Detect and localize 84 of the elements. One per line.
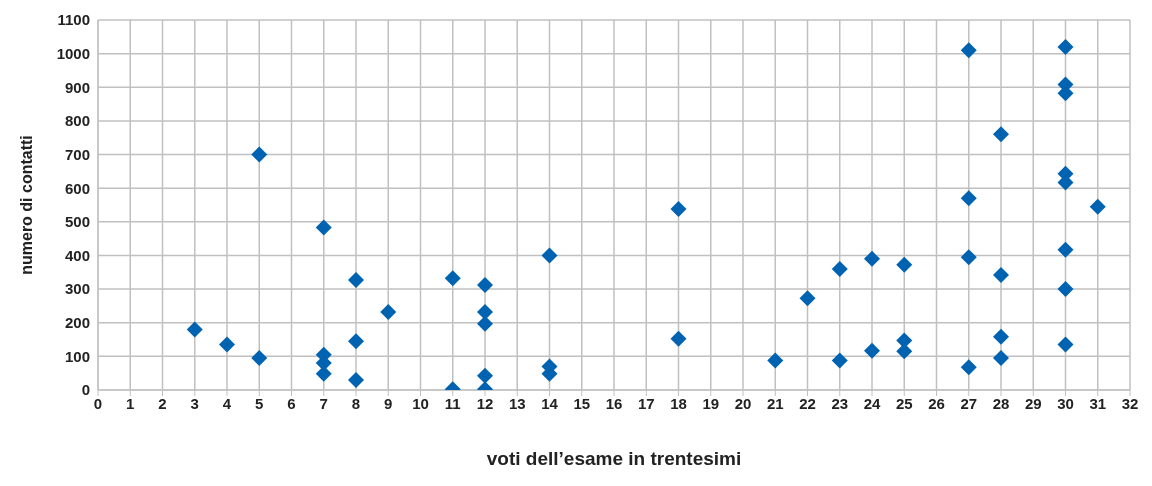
point	[960, 190, 977, 207]
x-tick-label: 29	[1024, 394, 1042, 412]
x-tick-label: 10	[412, 394, 429, 412]
point	[1057, 336, 1074, 353]
point	[993, 350, 1009, 367]
y-tick-label: 900	[64, 78, 90, 96]
x-tick-label: 1	[126, 394, 135, 412]
x-tick-label: 26	[928, 394, 945, 412]
x-tick-label: 23	[831, 394, 849, 412]
x-tick-label: 16	[605, 394, 623, 412]
point	[1057, 241, 1074, 258]
point	[896, 343, 913, 360]
x-tick-label: 15	[573, 394, 591, 412]
y-tick-label: 800	[64, 112, 90, 130]
point	[799, 290, 816, 307]
point	[251, 350, 268, 367]
point	[960, 359, 977, 376]
x-tick-label: 5	[255, 394, 264, 412]
x-tick-label: 9	[384, 394, 393, 412]
y-tick-label: 300	[64, 280, 90, 298]
point	[348, 333, 364, 350]
point	[477, 303, 493, 320]
point	[831, 260, 848, 277]
point	[993, 266, 1009, 283]
point	[896, 256, 913, 273]
point	[960, 42, 977, 59]
x-tick-label: 2	[158, 394, 167, 412]
point	[348, 272, 364, 289]
point	[348, 371, 364, 388]
point	[670, 330, 687, 347]
point	[831, 352, 848, 369]
x-tick-label: 14	[541, 394, 559, 412]
y-axis-title: numero di contatti	[17, 135, 35, 275]
x-tick-label: 0	[93, 394, 103, 412]
point	[767, 352, 784, 369]
y-tick-label: 400	[64, 246, 90, 264]
x-tick-label: 11	[444, 394, 461, 412]
point	[993, 328, 1009, 345]
point	[251, 146, 268, 163]
x-tick-label: 4	[222, 394, 232, 412]
point	[670, 201, 687, 218]
y-tick-label: 1000	[56, 44, 90, 62]
point	[1057, 38, 1074, 55]
point	[864, 250, 880, 267]
x-tick-label: 24	[863, 394, 881, 412]
y-tick-label: 1100	[57, 11, 90, 29]
x-tick-label: 28	[992, 394, 1010, 412]
point	[1089, 198, 1106, 215]
point	[541, 247, 558, 264]
y-tick-label: 700	[64, 145, 90, 163]
x-axis-title: voti dell’esame in trentesimi	[486, 448, 742, 470]
point	[444, 270, 461, 287]
x-tick-label: 25	[895, 394, 913, 412]
point	[186, 321, 203, 338]
y-tick-label: 0	[81, 381, 90, 399]
point	[380, 303, 397, 320]
x-tick-label: 32	[1121, 394, 1139, 412]
x-tick-label: 8	[351, 394, 361, 412]
x-tick-label: 31	[1089, 394, 1107, 412]
x-tick-label: 6	[287, 394, 296, 412]
point	[864, 342, 880, 359]
point	[993, 126, 1009, 143]
x-tick-label: 17	[637, 394, 655, 412]
x-tick-label: 22	[799, 394, 816, 412]
point	[960, 249, 977, 266]
point	[315, 219, 332, 236]
y-tick-label: 500	[64, 213, 90, 231]
x-tick-label: 18	[670, 394, 687, 412]
x-tick-label: 27	[960, 394, 978, 412]
y-tick-label: 100	[64, 347, 90, 365]
y-tick-label: 600	[64, 179, 90, 197]
x-tick-label: 13	[508, 394, 526, 412]
point	[1057, 281, 1074, 298]
x-tick-label: 3	[190, 394, 199, 412]
x-tick-label: 20	[734, 394, 752, 412]
point	[477, 367, 493, 384]
x-tick-label: 21	[766, 394, 784, 412]
x-tick-label: 12	[476, 394, 494, 412]
y-tick-label: 200	[64, 314, 90, 332]
x-tick-label: 7	[319, 394, 328, 412]
x-tick-label: 30	[1057, 394, 1074, 412]
point	[219, 336, 235, 353]
x-tick-label: 19	[702, 394, 720, 412]
point	[477, 277, 493, 294]
